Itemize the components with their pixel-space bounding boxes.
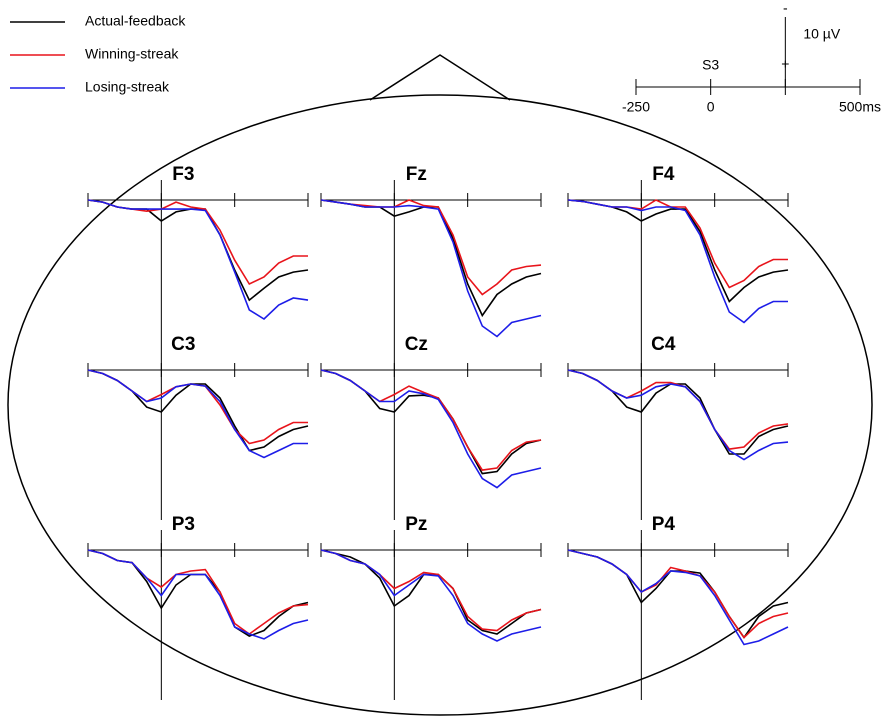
erp-line xyxy=(88,550,308,636)
erp-line xyxy=(88,370,308,458)
erp-line xyxy=(568,550,788,645)
panel-title: F3 xyxy=(172,164,194,185)
erp-line xyxy=(321,550,541,641)
erp-line xyxy=(88,550,308,634)
legend-label: Winning-streak xyxy=(85,46,179,62)
erp-line xyxy=(88,550,308,639)
erp-line xyxy=(321,550,541,634)
positive-sign: + xyxy=(781,56,789,72)
panel-title: Fz xyxy=(406,164,427,185)
erp-line xyxy=(321,370,541,488)
panel-title: P4 xyxy=(652,514,676,535)
legend-label: Actual-feedback xyxy=(85,13,186,29)
panel-title: F4 xyxy=(652,164,675,185)
erp-line xyxy=(88,370,308,451)
panel-title: P3 xyxy=(172,514,195,535)
erp-line xyxy=(88,200,308,319)
nose xyxy=(370,55,510,100)
panel-title: C3 xyxy=(171,334,195,355)
erp-line xyxy=(321,370,541,470)
erp-line xyxy=(568,200,788,302)
legend-label: Losing-streak xyxy=(85,79,170,95)
erp-line xyxy=(321,200,541,316)
erp-line xyxy=(321,200,541,337)
scale-tick-label: 500ms xyxy=(839,99,881,115)
erp-line xyxy=(568,550,788,638)
erp-line xyxy=(568,550,788,638)
figure: Actual-feedback Winning-streak Losing-stre… xyxy=(0,0,891,717)
panel-title: Pz xyxy=(405,514,427,535)
head-outline xyxy=(8,95,872,715)
erp-line xyxy=(88,370,308,444)
erp-line xyxy=(568,200,788,323)
erp-line xyxy=(88,200,308,284)
scale-tick-label: -250 xyxy=(622,99,650,115)
scale-tick-label: 0 xyxy=(707,99,715,115)
panel-title: Cz xyxy=(405,334,428,355)
erp-line xyxy=(568,370,788,449)
panel-title: C4 xyxy=(651,334,676,355)
event-label: S3 xyxy=(702,57,719,73)
erp-line xyxy=(568,200,788,288)
erp-line xyxy=(88,200,308,300)
negative-sign: - xyxy=(783,0,788,16)
erp-line xyxy=(321,370,541,474)
amplitude-label: 10 µV xyxy=(803,26,841,42)
erp-line xyxy=(321,200,541,295)
